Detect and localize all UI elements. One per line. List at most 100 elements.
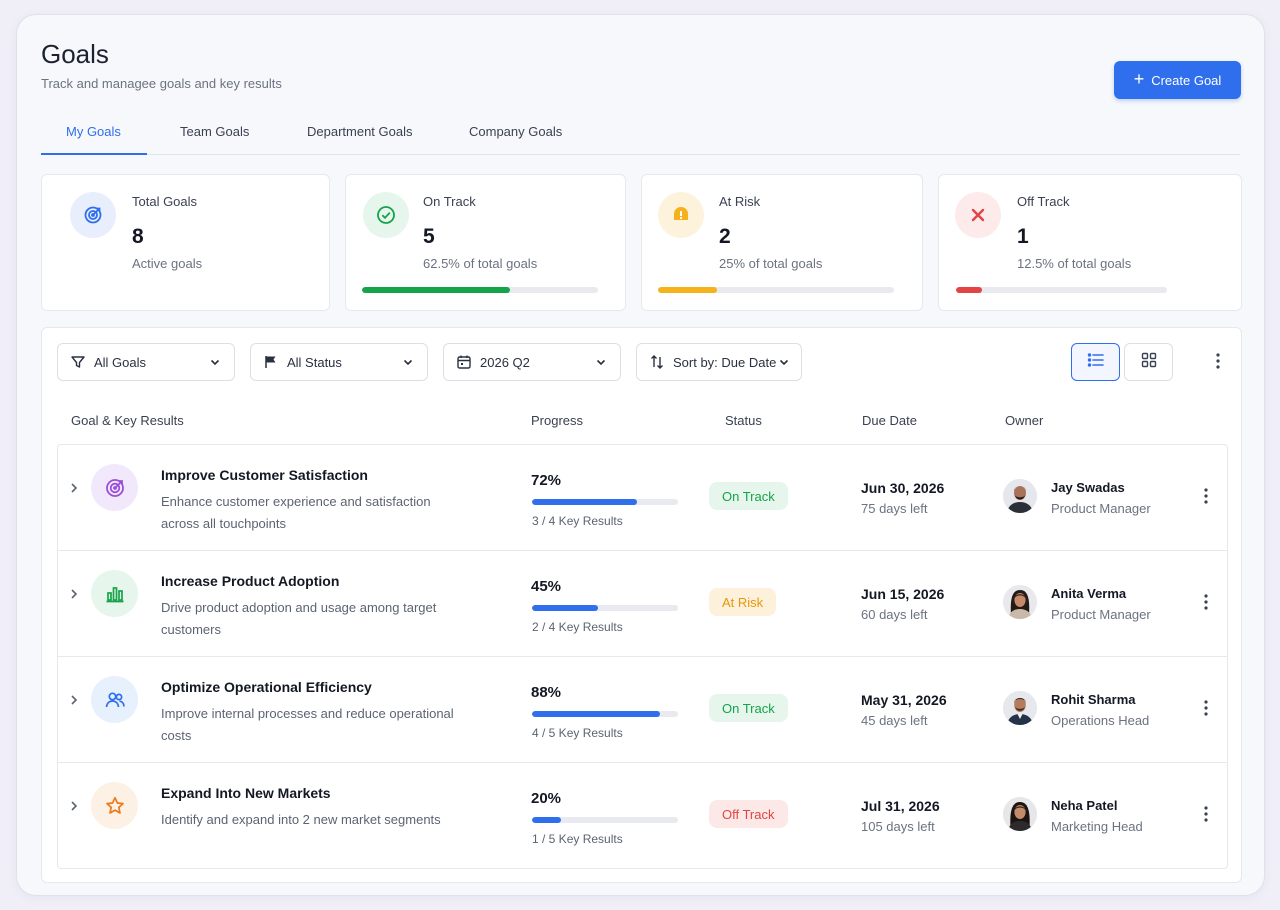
progress-percent: 72%	[531, 472, 562, 489]
status-badge: At Risk	[709, 588, 777, 616]
goal-title[interactable]: Increase Product Adoption	[161, 573, 340, 589]
stat-label: On Track	[423, 194, 476, 209]
status-badge: On Track	[709, 482, 788, 510]
owner-role: Product Manager	[1051, 607, 1151, 622]
grid-icon	[1141, 352, 1157, 373]
chevron-down-icon	[594, 355, 608, 369]
stat-card-on-track: On Track 5 62.5% of total goals	[345, 174, 626, 311]
owner-name: Neha Patel	[1051, 798, 1118, 813]
tab-my-goals[interactable]: My Goals	[66, 124, 121, 139]
progress-percent: 20%	[531, 790, 562, 807]
more-vertical-icon[interactable]	[1199, 699, 1213, 719]
progress-track	[532, 711, 678, 717]
goal-description: Enhance customer experience and satisfac…	[161, 494, 431, 531]
more-vertical-icon[interactable]	[1199, 805, 1213, 825]
sort-icon	[649, 354, 665, 370]
stat-progress-fill	[658, 287, 717, 293]
key-results-count: 2 / 4 Key Results	[532, 620, 623, 634]
column-header-status: Status	[725, 413, 762, 428]
goals-table: Improve Customer Satisfaction Enhance cu…	[57, 444, 1228, 869]
stat-value: 1	[1017, 225, 1029, 248]
goal-description: Drive product adoption and usage among t…	[161, 600, 437, 637]
stat-progress-fill	[956, 287, 983, 293]
sort-dropdown[interactable]: Sort by: Due Date	[636, 343, 802, 381]
owner-name: Rohit Sharma	[1051, 692, 1136, 707]
table-row[interactable]: Increase Product Adoption Drive product …	[58, 551, 1227, 657]
star-icon	[91, 782, 138, 829]
stat-sub: Active goals	[132, 256, 203, 271]
more-vertical-icon[interactable]	[1199, 487, 1213, 507]
flag-icon	[263, 354, 279, 370]
goals-window: Goals Track and managee goals and key re…	[16, 14, 1265, 896]
column-header-progress: Progress	[531, 413, 584, 428]
chevron-right-icon[interactable]	[68, 481, 80, 495]
stat-card-off-track: Off Track 1 12.5% of total goals	[938, 174, 1242, 311]
goal-title[interactable]: Expand Into New Markets	[161, 785, 331, 801]
tab-team-goals[interactable]: Team Goals	[180, 124, 250, 139]
chevron-right-icon[interactable]	[68, 799, 80, 813]
goals-filter-dropdown[interactable]: All Goals	[57, 343, 235, 381]
status-badge: Off Track	[709, 800, 788, 828]
stat-progress-track	[658, 287, 894, 293]
goal-title[interactable]: Improve Customer Satisfaction	[161, 467, 368, 483]
avatar	[1003, 797, 1037, 831]
status-filter-value: All Status	[287, 354, 342, 370]
progress-track	[532, 499, 678, 505]
list-view-button[interactable]	[1071, 343, 1120, 381]
stat-label: Total Goals	[132, 194, 198, 209]
goal-tabs: My Goals Team Goals Department Goals Com…	[41, 115, 1240, 155]
stat-sub: 62.5% of total goals	[423, 256, 538, 271]
goal-description: Improve internal processes and reduce op…	[161, 706, 454, 743]
tab-company-goals[interactable]: Company Goals	[469, 124, 563, 139]
chevron-right-icon[interactable]	[68, 693, 80, 707]
table-row[interactable]: Expand Into New Markets Identify and exp…	[58, 763, 1227, 869]
goal-title[interactable]: Optimize Operational Efficiency	[161, 679, 372, 695]
chevron-down-icon	[401, 355, 415, 369]
period-filter-dropdown[interactable]: 2026 Q2	[443, 343, 621, 381]
progress-fill	[532, 817, 562, 823]
owner-role: Product Manager	[1051, 501, 1151, 516]
status-filter-dropdown[interactable]: All Status	[250, 343, 428, 381]
sort-value: Sort by: Due Date	[673, 354, 777, 370]
progress-track	[532, 605, 678, 611]
stat-progress-track	[362, 287, 598, 293]
stat-progress-fill	[362, 287, 510, 293]
target-icon	[91, 464, 138, 511]
stat-progress-track	[956, 287, 1167, 293]
progress-fill	[532, 711, 661, 717]
progress-fill	[532, 499, 638, 505]
x-icon	[955, 192, 1001, 238]
plus-icon: +	[1133, 69, 1145, 89]
due-date: Jun 15, 2026	[861, 586, 945, 602]
target-icon	[70, 192, 116, 238]
stat-card-total: Total Goals 8 Active goals	[41, 174, 330, 311]
days-left: 60 days left	[861, 607, 928, 622]
more-options-button[interactable]	[1210, 352, 1226, 372]
stat-value: 8	[132, 225, 144, 248]
create-goal-button[interactable]: + Create Goal	[1114, 61, 1241, 99]
key-results-count: 4 / 5 Key Results	[532, 726, 623, 740]
avatar	[1003, 479, 1037, 513]
due-date: May 31, 2026	[861, 692, 947, 708]
avatar	[1003, 691, 1037, 725]
page-title: Goals	[41, 39, 109, 69]
list-icon	[1087, 352, 1105, 373]
chevron-down-icon	[208, 355, 222, 369]
goals-panel: All Goals All Status 2026 Q2 Sort by: Du…	[41, 327, 1242, 883]
key-results-count: 1 / 5 Key Results	[532, 832, 623, 846]
chevron-right-icon[interactable]	[68, 587, 80, 601]
stat-sub: 25% of total goals	[719, 256, 823, 271]
tab-department-goals[interactable]: Department Goals	[307, 124, 413, 139]
days-left: 105 days left	[861, 819, 935, 834]
owner-name: Anita Verma	[1051, 586, 1127, 601]
bar-chart-icon	[91, 570, 138, 617]
more-vertical-icon[interactable]	[1199, 593, 1213, 613]
grid-view-button[interactable]	[1124, 343, 1173, 381]
owner-name: Jay Swadas	[1051, 480, 1125, 495]
table-row[interactable]: Improve Customer Satisfaction Enhance cu…	[58, 445, 1227, 551]
progress-percent: 88%	[531, 684, 562, 701]
stat-card-at-risk: At Risk 2 25% of total goals	[641, 174, 923, 311]
active-tab-indicator	[41, 153, 147, 155]
table-row[interactable]: Optimize Operational Efficiency Improve …	[58, 657, 1227, 763]
more-vertical-icon	[1216, 352, 1220, 372]
